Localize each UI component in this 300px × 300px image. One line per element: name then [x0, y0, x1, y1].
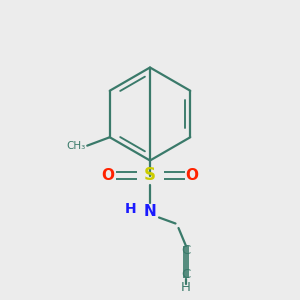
- Text: C: C: [182, 244, 190, 257]
- Text: N: N: [144, 204, 156, 219]
- Text: C: C: [182, 268, 190, 281]
- Text: H: H: [181, 281, 191, 294]
- Text: H: H: [125, 202, 136, 216]
- Text: O: O: [185, 168, 199, 183]
- Text: O: O: [101, 168, 115, 183]
- Text: S: S: [144, 167, 156, 184]
- Text: CH₃: CH₃: [67, 141, 86, 151]
